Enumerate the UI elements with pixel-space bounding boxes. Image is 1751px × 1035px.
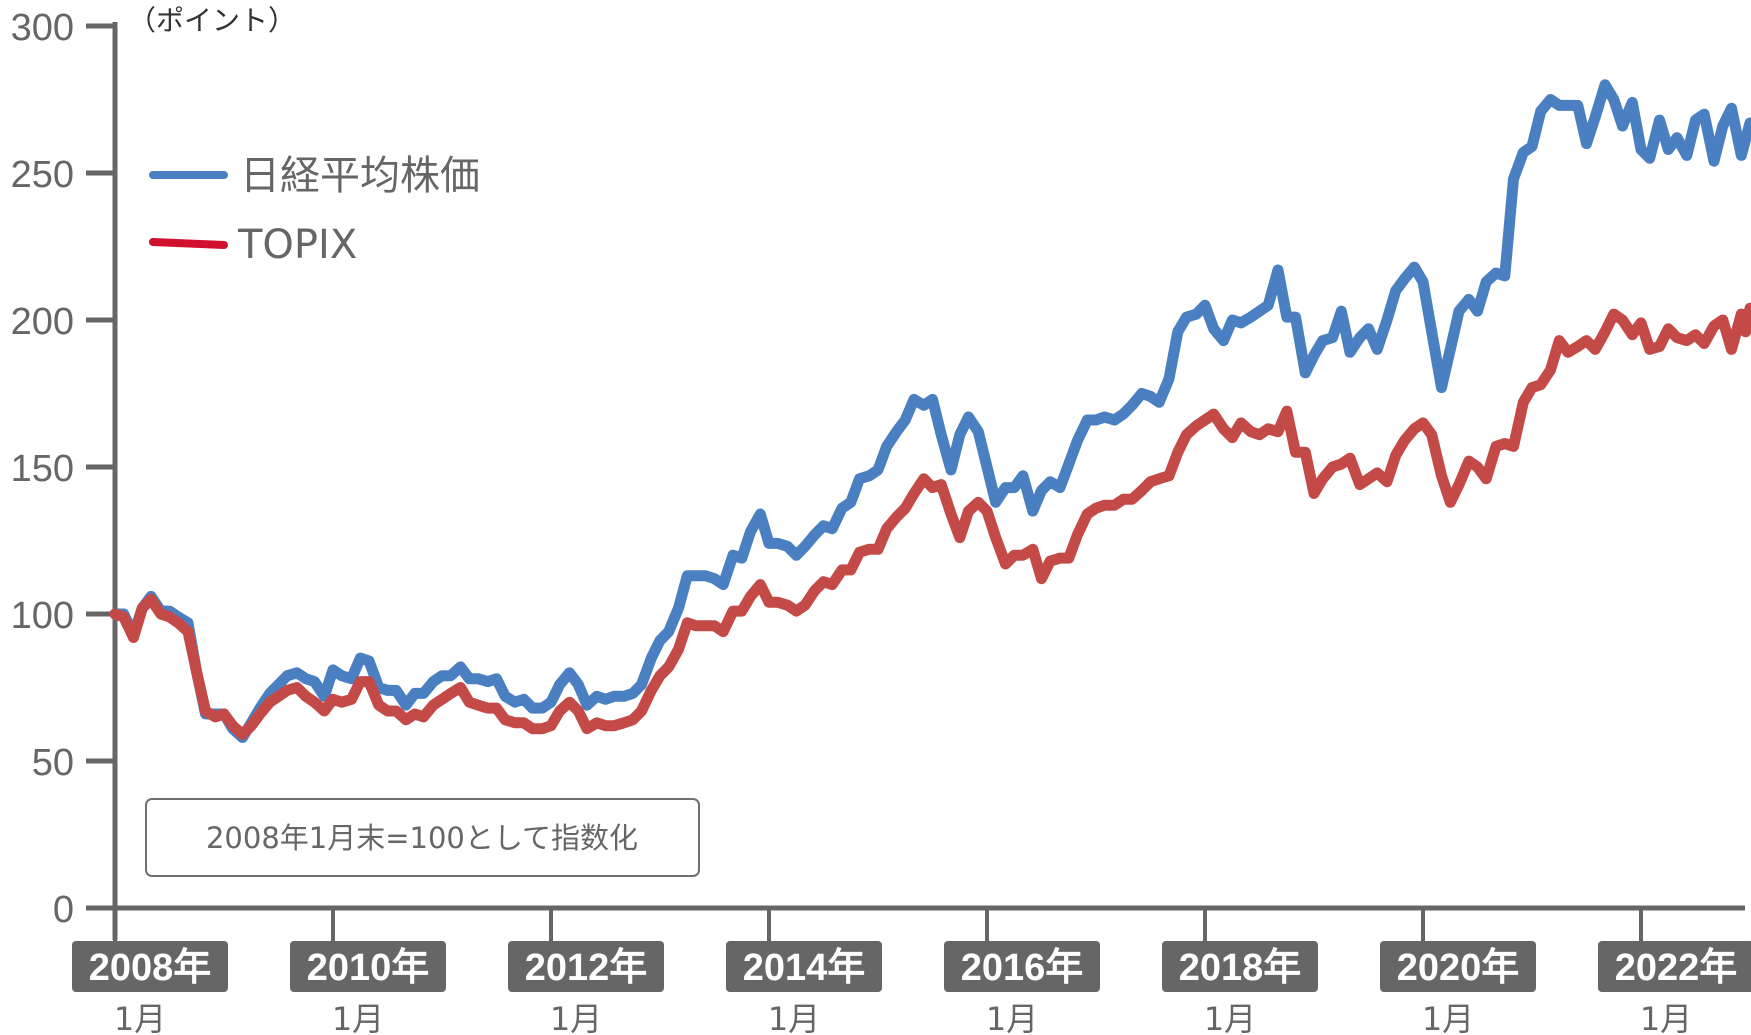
x-tick-month-label: 1月	[1640, 1000, 1692, 1035]
x-tick-month-label: 1月	[550, 1000, 602, 1035]
x-tick-year-badge	[726, 941, 882, 992]
y-tick-label: 300	[11, 7, 74, 49]
x-tick-year-badge	[72, 941, 228, 992]
y-tick-label: 50	[32, 742, 74, 784]
x-tick-month-label: 1月	[1204, 1000, 1256, 1035]
note-box	[145, 798, 700, 877]
y-tick-label: 100	[11, 595, 74, 637]
legend-label-topix: TOPIX	[237, 222, 357, 268]
y-tick-label: 200	[11, 301, 74, 343]
index-note: 2008年1月末=100として指数化	[145, 798, 700, 877]
x-tick-year-label: 2018年	[1179, 947, 1302, 989]
y-axis-ticks: 0 50 100 150 200 250 300	[11, 7, 115, 931]
y-tick-label: 0	[53, 889, 74, 931]
x-tick-month-label: 1月	[986, 1000, 1038, 1035]
x-tick-year-badge	[944, 941, 1100, 992]
note-text: 2008年1月末=100として指数化	[206, 821, 638, 855]
x-tick-year-label: 2020年	[1397, 947, 1520, 989]
x-tick-month-label: 1月	[332, 1000, 384, 1035]
legend-label-nikkei: 日経平均株価	[240, 153, 480, 199]
y-axis-unit-label: （ポイント）	[128, 4, 296, 37]
topix-line	[109, 302, 1751, 740]
x-tick-month-label: 1月	[768, 1000, 820, 1035]
x-tick-year-label: 2014年	[743, 947, 866, 989]
x-tick-year-label: 2010年	[307, 947, 430, 989]
y-tick-label: 250	[11, 154, 74, 196]
x-axis-ticks: 2008年 1月 2010年 1月 2012年 1月 2014年 1月 2016年 1月 2018年…	[72, 908, 1751, 1035]
x-tick-month-label: 1月	[114, 1000, 166, 1035]
y-tick-label: 150	[11, 448, 74, 490]
x-tick-year-label: 2012年	[525, 947, 648, 989]
legend-swatch-topix	[149, 238, 228, 249]
x-tick-month-label: 1月	[1422, 1000, 1474, 1035]
x-tick-year-label: 2008年	[89, 947, 212, 989]
x-tick-year-label: 2016年	[961, 947, 1084, 989]
x-tick-year-badge	[508, 941, 664, 992]
legend: 日経平均株価 TOPIX	[149, 153, 480, 268]
x-tick-year-badge	[1380, 941, 1536, 992]
nikkei-line	[109, 79, 1751, 743]
x-tick-year-badge	[290, 941, 446, 992]
x-tick-year-label: 2022年	[1615, 947, 1738, 989]
x-tick-year-badge	[1598, 941, 1751, 992]
x-tick-year-badge	[1162, 941, 1318, 992]
